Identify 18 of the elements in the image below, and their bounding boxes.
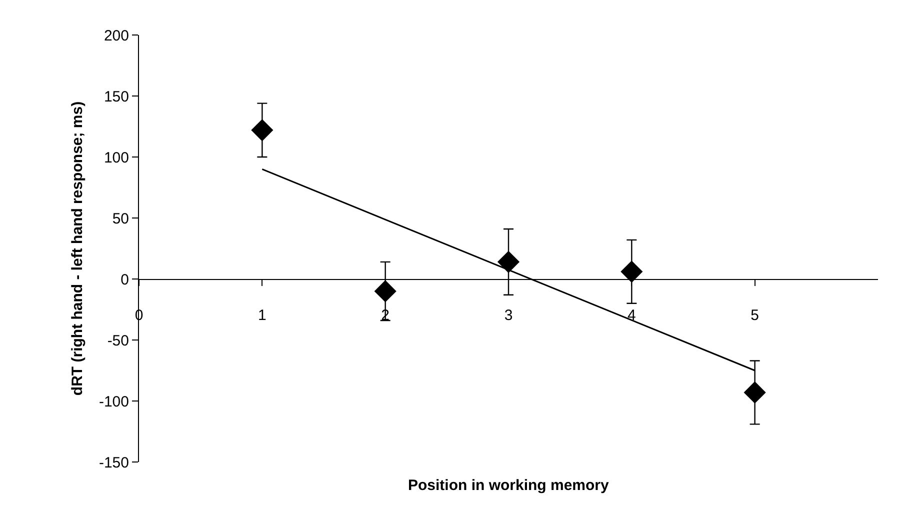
point bbox=[744, 381, 766, 404]
x-tick-label: 5 bbox=[750, 307, 759, 324]
y-tick-label: 50 bbox=[112, 210, 129, 228]
point bbox=[374, 280, 396, 302]
y-tick-label: -50 bbox=[107, 332, 129, 350]
y-tick-label: 100 bbox=[104, 149, 129, 166]
x-axis-title: Position in working memory bbox=[408, 477, 610, 494]
x-tick-label: 1 bbox=[258, 307, 266, 324]
y-tick-label: -150 bbox=[98, 454, 129, 472]
x-tick-label: 3 bbox=[504, 307, 513, 324]
point bbox=[497, 250, 520, 273]
y-tick-label: -100 bbox=[98, 393, 129, 410]
y-axis-title: dRT (right hand - left hand response; ms) bbox=[69, 101, 86, 396]
y-tick-label: 0 bbox=[120, 271, 129, 288]
point bbox=[620, 260, 643, 283]
point bbox=[251, 119, 274, 142]
y-tick-label: 200 bbox=[104, 27, 129, 44]
y-tick-label: 150 bbox=[104, 88, 129, 106]
